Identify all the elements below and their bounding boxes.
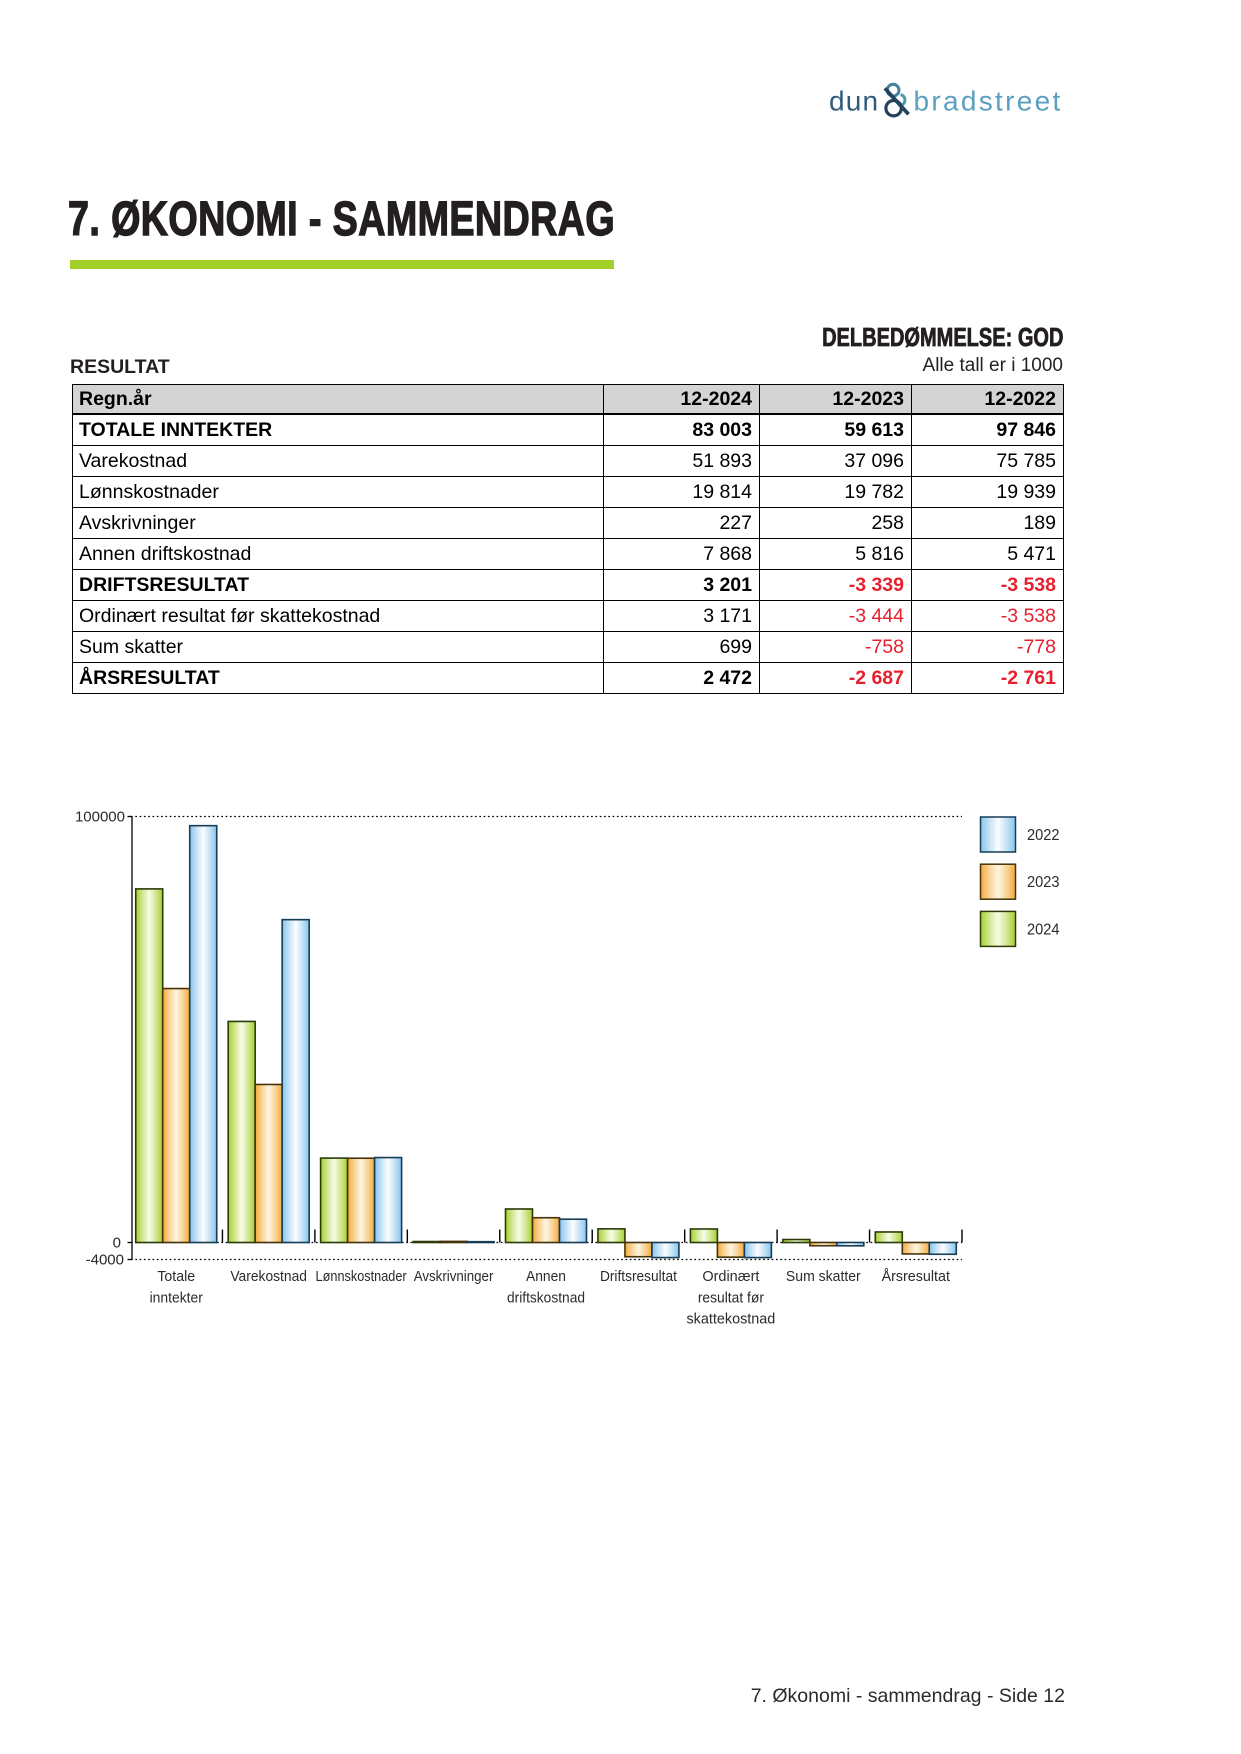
svg-text:Avskrivninger: Avskrivninger	[414, 1269, 494, 1285]
svg-text:bradstreet: bradstreet	[914, 85, 1063, 116]
svg-text:100000: 100000	[75, 809, 125, 826]
svg-text:Driftsresultat: Driftsresultat	[600, 1269, 677, 1285]
svg-text:Annen: Annen	[526, 1269, 566, 1285]
svg-text:Ordinært: Ordinært	[702, 1269, 759, 1285]
svg-text:Lønnskostnader: Lønnskostnader	[316, 1269, 407, 1285]
svg-text:Varekostnad: Varekostnad	[230, 1269, 307, 1285]
svg-text:dun: dun	[829, 85, 879, 116]
svg-text:2023: 2023	[1027, 874, 1060, 891]
svg-text:resultat før: resultat før	[698, 1290, 764, 1306]
svg-text:skattekostnad: skattekostnad	[686, 1312, 775, 1328]
svg-text:inntekter: inntekter	[150, 1290, 203, 1306]
svg-text:0: 0	[113, 1235, 121, 1252]
svg-text:-4000: -4000	[86, 1252, 124, 1269]
svg-text:driftskostnad: driftskostnad	[507, 1290, 585, 1306]
svg-text:Sum skatter: Sum skatter	[786, 1269, 861, 1285]
svg-text:2022: 2022	[1027, 827, 1060, 844]
svg-text:Årsresultat: Årsresultat	[882, 1268, 950, 1285]
svg-text:2024: 2024	[1027, 921, 1060, 938]
svg-text:Totale: Totale	[157, 1269, 195, 1285]
